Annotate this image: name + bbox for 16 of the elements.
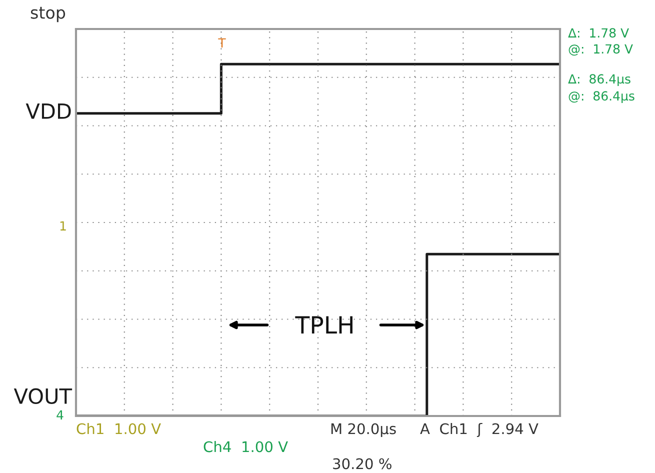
text: 4 [56,410,64,420]
text: stop [30,6,66,22]
text: 30.20 % [333,458,392,470]
text: Δ: 1.78 V [568,28,629,38]
text: @: 1.78 V [568,44,633,56]
text: Δ: 86.4µs [568,74,630,86]
annotation: TPLH [295,316,352,334]
text: 1 [60,221,66,230]
series-label: VOUT [14,388,72,404]
text: T [218,38,226,48]
text: M 20.0µs [331,423,396,438]
series-label: VDD [26,104,71,119]
text: Ch4 1.00 V [204,440,288,452]
text: A Ch1 ʃ 2.94 V [420,422,538,438]
text: @: 86.4µs [568,91,634,104]
text: Ch1 1.00 V [76,422,161,434]
